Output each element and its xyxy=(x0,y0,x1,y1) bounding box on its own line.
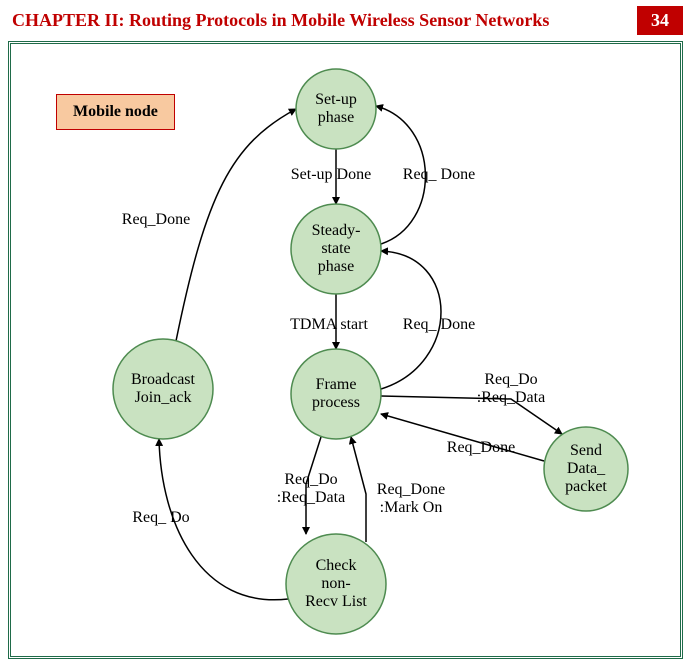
edge-label: Req_Done xyxy=(377,481,445,498)
edge-label: :Mark On xyxy=(380,499,443,516)
node-label: process xyxy=(312,394,360,411)
chapter-title: CHAPTER II: Routing Protocols in Mobile … xyxy=(12,10,549,31)
node-label: Recv List xyxy=(305,593,367,610)
node-label: Join_ack xyxy=(135,389,192,406)
node-label: Steady- xyxy=(312,222,361,239)
node-setup: Set-upphase xyxy=(296,69,376,149)
edge-broadcast-to-setup xyxy=(176,109,296,341)
edge-label: Req_ Done xyxy=(403,316,475,333)
node-send: SendData_packet xyxy=(544,427,628,511)
diagram-frame: Mobile node Set-upphaseSteady-statephase… xyxy=(8,41,683,659)
edge-label: Req_Done xyxy=(122,211,190,228)
edge-label: Req_ Do xyxy=(132,509,189,526)
edge-label: :Req_Data xyxy=(277,489,345,506)
edge-label: Req_Do xyxy=(484,371,537,388)
edge-label: Set-up Done xyxy=(291,166,371,183)
page-header: CHAPTER II: Routing Protocols in Mobile … xyxy=(0,0,691,41)
node-broadcast: BroadcastJoin_ack xyxy=(113,339,213,439)
node-frame: Frameprocess xyxy=(291,349,381,439)
state-diagram: Set-upphaseSteady-statephaseFrameprocess… xyxy=(11,44,680,656)
node-label: packet xyxy=(565,478,607,495)
node-label: phase xyxy=(318,258,354,275)
edge-label: Req_Do xyxy=(284,471,337,488)
node-label: Set-up xyxy=(315,91,357,108)
node-label: Frame xyxy=(316,376,357,393)
node-steady: Steady-statephase xyxy=(291,204,381,294)
edge-check-to-frame-right xyxy=(351,437,366,542)
node-label: Data_ xyxy=(567,460,606,477)
node-check: Checknon-Recv List xyxy=(286,534,386,634)
edge-label: :Req_Data xyxy=(477,389,545,406)
node-label: Check xyxy=(316,557,357,574)
page-number: 34 xyxy=(637,6,683,35)
node-label: state xyxy=(321,240,350,257)
node-label: Broadcast xyxy=(131,371,196,388)
edge-label: Req_ Done xyxy=(403,166,475,183)
edge-label: TDMA start xyxy=(290,316,368,333)
node-label: phase xyxy=(318,109,354,126)
node-label: non- xyxy=(321,575,350,592)
edge-label: Req_Done xyxy=(447,439,515,456)
node-label: Send xyxy=(570,442,602,459)
